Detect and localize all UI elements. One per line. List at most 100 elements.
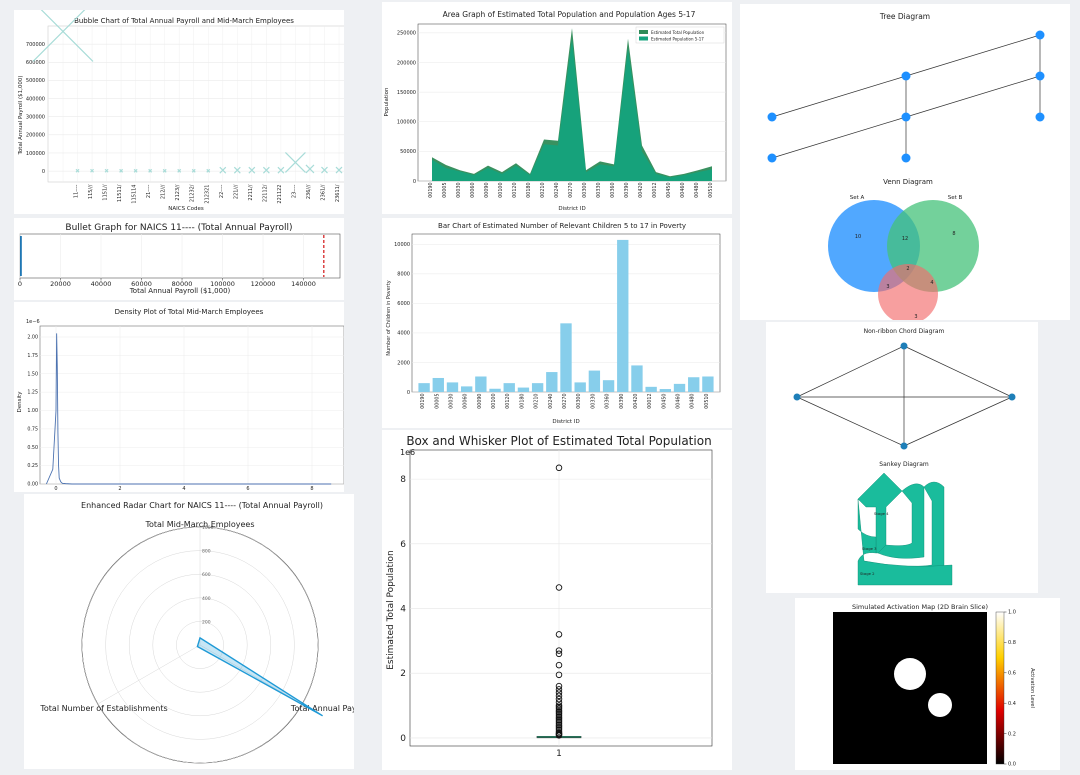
bar xyxy=(702,376,714,392)
density-plot-panel: Density Plot of Total Mid-March Employee… xyxy=(14,302,344,492)
y-tick-label: 1.25 xyxy=(27,390,38,396)
legend-swatch-5-17 xyxy=(639,36,648,41)
x-tick-label: 00240 xyxy=(554,183,560,198)
colorbar-tick-label: 0.2 xyxy=(1008,731,1016,737)
y-axis-label: Total Annual Payroll ($1,000) xyxy=(18,75,24,155)
x-tick-label: 20000 xyxy=(50,280,71,288)
x-tick-label: 00210 xyxy=(534,394,540,409)
y-tick-label: 2 xyxy=(400,669,406,679)
outlier-point xyxy=(555,692,563,700)
bubble-stroke xyxy=(119,168,124,173)
sankey-flows xyxy=(857,472,953,586)
x-axis-label: Total Annual Payroll ($1,000) xyxy=(129,287,231,295)
bubble-point xyxy=(191,168,196,173)
x-tick-label: 21232/ xyxy=(190,184,196,202)
sankey-diagram-panel: Sankey Diagram Stage 4 Stage 3 Stage 2 xyxy=(766,457,1038,593)
venn-diagram: Venn Diagram Set A Set B 10 12 8 2 3 4 3 xyxy=(828,178,979,320)
bubble-point xyxy=(177,168,182,173)
tree-edges xyxy=(771,34,1041,159)
x-tick-label: 00450 xyxy=(666,183,672,198)
bubble-point xyxy=(248,166,256,174)
bar xyxy=(503,383,515,392)
y-axis-label: Population xyxy=(384,87,390,116)
x-tick-label: 23611/ xyxy=(335,184,341,202)
bar xyxy=(574,382,586,392)
x-tick-label: 115114 xyxy=(132,185,138,204)
r-tick-label: 800 xyxy=(202,549,211,555)
x-tick-label: 00090 xyxy=(477,394,483,409)
y-tick-label: 8000 xyxy=(397,272,410,278)
activation-map: Simulated Activation Map (2D Brain Slice… xyxy=(833,603,1035,768)
y-axis-label: Estimated Total Population xyxy=(386,550,396,670)
activation-map-panel: Simulated Activation Map (2D Brain Slice… xyxy=(795,598,1060,770)
x-axis-label: District ID xyxy=(552,419,579,425)
outlier-point xyxy=(555,699,563,706)
y-tick-label: 0.50 xyxy=(27,445,38,451)
chord-diagram-panel: Non-ribbon Chord Diagram xyxy=(766,322,1038,457)
y-tick-label: 700000 xyxy=(26,42,45,48)
bubble-point xyxy=(321,166,328,174)
x-tick-label: 00240 xyxy=(548,394,554,409)
colorbar xyxy=(995,611,1005,765)
bar xyxy=(688,377,700,392)
chord-node xyxy=(900,442,908,450)
x-tick-label: 00460 xyxy=(680,183,686,198)
y-tick-label: 0 xyxy=(407,390,410,396)
diagram-title: Sankey Diagram xyxy=(879,461,929,468)
tree-node xyxy=(767,153,777,163)
radar-series xyxy=(196,636,323,717)
bar xyxy=(418,383,430,392)
bar xyxy=(446,382,459,392)
chart-title: Box and Whisker Plot of Estimated Total … xyxy=(406,434,711,448)
tree-edge xyxy=(771,116,907,159)
x-tick-label: 236/// xyxy=(306,184,312,199)
x-tick-label: 4 xyxy=(182,486,185,492)
bubble-stroke xyxy=(335,166,343,174)
x-axis-label: District ID xyxy=(558,206,585,212)
y-tick-label: 100000 xyxy=(26,151,45,157)
x-tick-label: 00270 xyxy=(562,394,568,409)
bar xyxy=(517,387,530,392)
x-tick-label: 00270 xyxy=(568,183,574,198)
y-tick-label: 0.75 xyxy=(27,426,38,432)
x-tick-label: 22---- xyxy=(219,184,225,198)
bubble-stroke xyxy=(133,168,138,173)
bar xyxy=(432,377,444,392)
chart-title: Bullet Graph for NAICS 11---- (Total Ann… xyxy=(65,223,292,233)
x-tick-label: 1151// xyxy=(103,184,109,200)
legend: Estimated Total Population Estimated Pop… xyxy=(635,26,725,44)
bullet-bar xyxy=(20,236,22,276)
tree-node xyxy=(901,71,911,81)
bubble-point xyxy=(277,166,285,174)
y-tick-label: 2000 xyxy=(397,360,410,366)
y-tick-label: 1.00 xyxy=(27,408,38,414)
chart-title: Density Plot of Total Mid-March Employee… xyxy=(115,308,264,316)
x-tick-label: 00120 xyxy=(505,394,511,409)
outlier-point xyxy=(555,695,563,703)
chart-title: Enhanced Radar Chart for NAICS 11---- (T… xyxy=(81,501,323,510)
region-ac: 3 xyxy=(886,284,889,290)
radar-axis-label: Total Number of Establishments xyxy=(39,704,167,713)
x-tick-label: 00180 xyxy=(519,394,525,409)
bubble-point xyxy=(162,168,167,173)
bubble-point xyxy=(206,168,211,173)
y-axis-label: Density xyxy=(17,391,23,413)
x-tick-label: 00510 xyxy=(704,394,710,409)
radar-spoke xyxy=(199,644,303,705)
x-tick-label: 00012 xyxy=(647,394,653,409)
venn-diagram-panel: Venn Diagram Set A Set B 10 12 8 2 3 4 3 xyxy=(740,172,1070,320)
y-tick-label: 1.75 xyxy=(27,353,38,359)
bubble-point xyxy=(262,166,270,174)
diagram-title: Non-ribbon Chord Diagram xyxy=(864,328,945,335)
legend-entry-total: Estimated Total Population xyxy=(651,30,705,35)
sankey-diagram: Sankey Diagram Stage 4 Stage 3 Stage 2 xyxy=(857,461,953,586)
y-tick-label: 10000 xyxy=(394,242,410,248)
box-plot: Box and Whisker Plot of Estimated Total … xyxy=(386,434,713,759)
x-tick-label: 00330 xyxy=(596,183,602,198)
radar-chart: Enhanced Radar Chart for NAICS 11---- (T… xyxy=(39,501,354,764)
bubble-stroke xyxy=(305,164,315,174)
x-tick-label: 00012 xyxy=(652,183,658,198)
x-tick-label: 22112/ xyxy=(262,184,268,202)
chord-edge xyxy=(796,345,905,398)
bubble-stroke xyxy=(206,168,211,173)
